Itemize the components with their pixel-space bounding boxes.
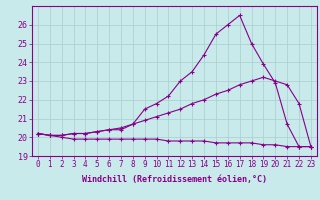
- X-axis label: Windchill (Refroidissement éolien,°C): Windchill (Refroidissement éolien,°C): [82, 175, 267, 184]
